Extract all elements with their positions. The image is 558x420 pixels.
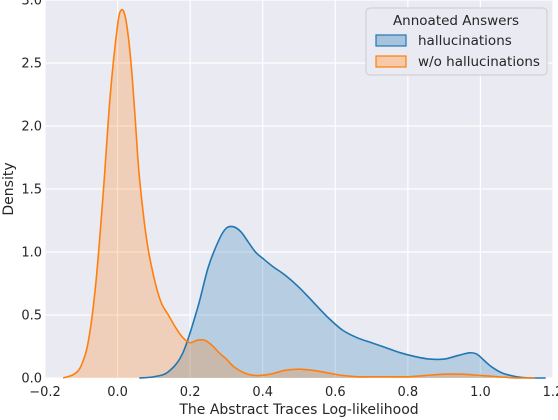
x-tick-label: 1.2 [543, 385, 558, 400]
x-tick-label: 0.2 [180, 385, 201, 400]
y-tick-label: 0.0 [21, 372, 42, 387]
y-tick-label: 1.0 [21, 246, 42, 261]
y-tick-label: 2.0 [21, 120, 42, 135]
density-area-w-o-hallucinations [63, 9, 535, 379]
x-tick-label: 0.4 [252, 385, 273, 400]
legend-label-hallucinations: hallucinations [418, 33, 512, 49]
x-tick-label: 0.8 [398, 385, 419, 400]
y-tick-label: 0.5 [21, 309, 42, 324]
x-axis-label: The Abstract Traces Log-likelihood [178, 402, 418, 418]
x-tick-label: −0.2 [29, 385, 61, 400]
legend: Annoated Answers hallucinations w/o hall… [365, 7, 548, 76]
legend-label-without-hallucinations: w/o hallucinations [418, 54, 540, 70]
density-fills [63, 9, 546, 379]
y-tick-label: 1.5 [21, 183, 42, 198]
y-tick-labels: 0.0 0.5 1.0 1.5 2.0 2.5 3.0 [21, 0, 42, 387]
density-line-w-o-hallucinations [62, 8, 535, 379]
density-area-hallucinations [139, 226, 546, 378]
x-tick-labels: −0.2 0.0 0.2 0.4 0.6 0.8 1.0 1.2 [29, 385, 558, 400]
grid-lines [44, 0, 554, 379]
density-line-hallucinations [139, 225, 546, 379]
density-lines [62, 8, 546, 379]
legend-swatch-without-hallucinations [375, 55, 407, 68]
x-tick-label: 0.6 [325, 385, 346, 400]
y-axis-label: Density [1, 162, 17, 215]
y-tick-label: 2.5 [21, 57, 42, 72]
legend-title: Annoated Answers [393, 13, 519, 29]
legend-swatch-hallucinations [375, 34, 407, 47]
x-tick-label: 1.0 [470, 385, 491, 400]
x-tick-label: 0.0 [107, 385, 128, 400]
legend-frame [365, 7, 548, 76]
y-tick-label: 3.0 [21, 0, 42, 9]
